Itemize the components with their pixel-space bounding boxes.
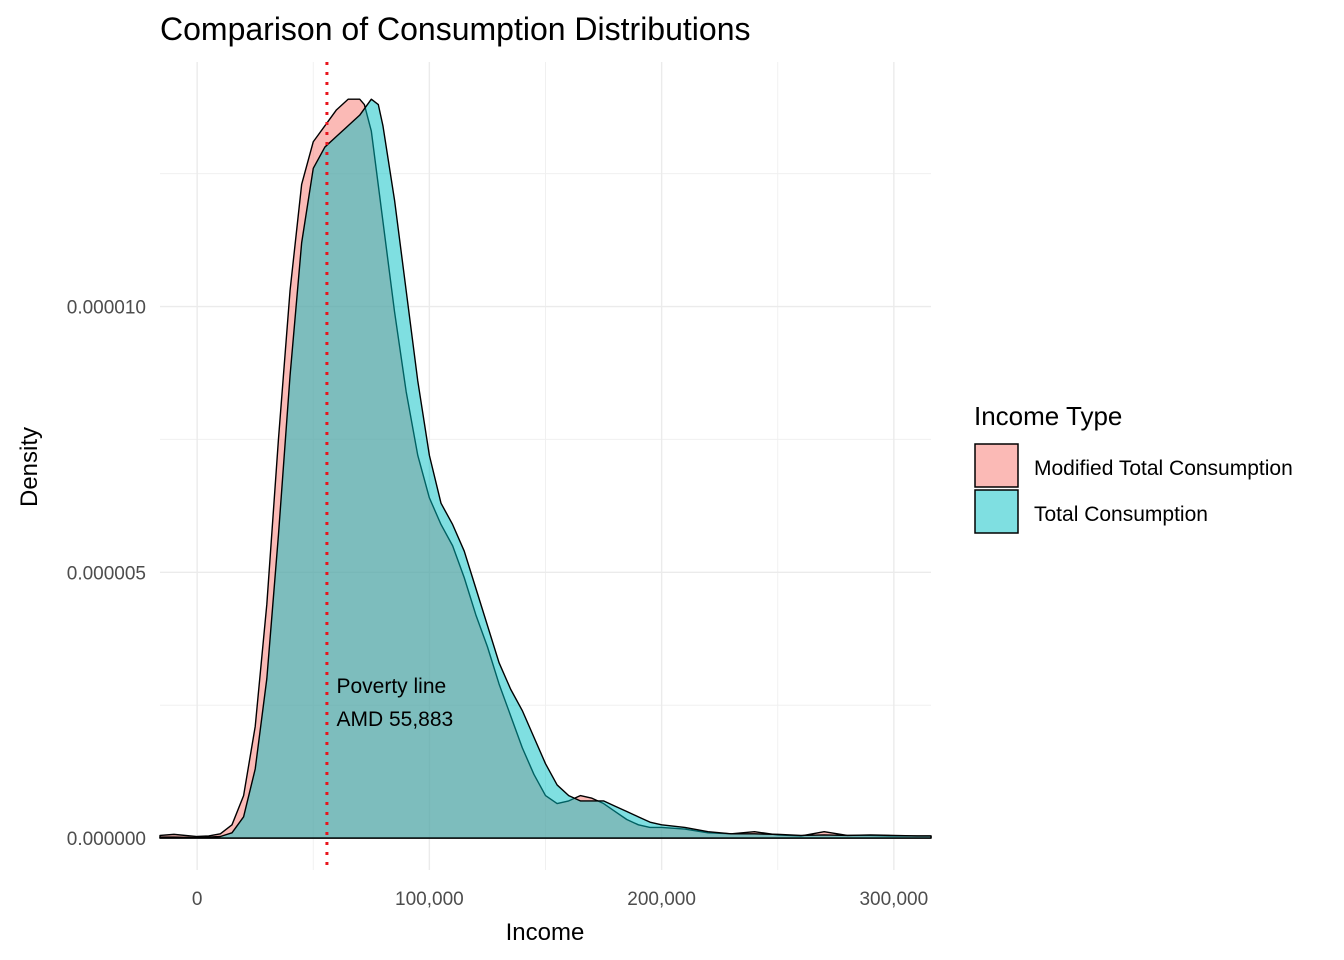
x-axis-ticks: 0 100,000 200,000 300,000 — [192, 889, 928, 910]
poverty-line-label: Poverty line — [336, 675, 446, 698]
y-tick-label: 0.000000 — [67, 829, 146, 850]
legend: Income Type Modified Total Consumption To… — [974, 401, 1293, 534]
density-areas — [159, 98, 932, 839]
x-tick-label: 300,000 — [859, 889, 928, 910]
x-tick-label: 200,000 — [627, 889, 696, 910]
legend-items: Modified Total Consumption Total Consumpt… — [974, 443, 1293, 534]
legend-label: Total Consumption — [1034, 503, 1208, 526]
chart-title: Comparison of Consumption Distributions — [160, 11, 750, 47]
poverty-line-label: AMD 55,883 — [336, 708, 453, 731]
poverty-annotation: Poverty line AMD 55,883 — [336, 675, 453, 731]
x-tick-label: 100,000 — [395, 889, 464, 910]
legend-swatch — [974, 489, 1019, 534]
legend-swatch — [974, 443, 1019, 488]
x-axis-title: Income — [506, 919, 585, 946]
y-axis-ticks: 0.000000 0.000005 0.000010 — [67, 298, 146, 851]
legend-title: Income Type — [974, 401, 1122, 431]
legend-label: Modified Total Consumption — [1034, 457, 1293, 480]
density-area-total-consumption — [159, 98, 932, 839]
x-tick-label: 0 — [192, 889, 203, 910]
y-tick-label: 0.000010 — [67, 298, 146, 319]
y-tick-label: 0.000005 — [67, 563, 146, 584]
y-axis-title: Density — [16, 427, 43, 507]
